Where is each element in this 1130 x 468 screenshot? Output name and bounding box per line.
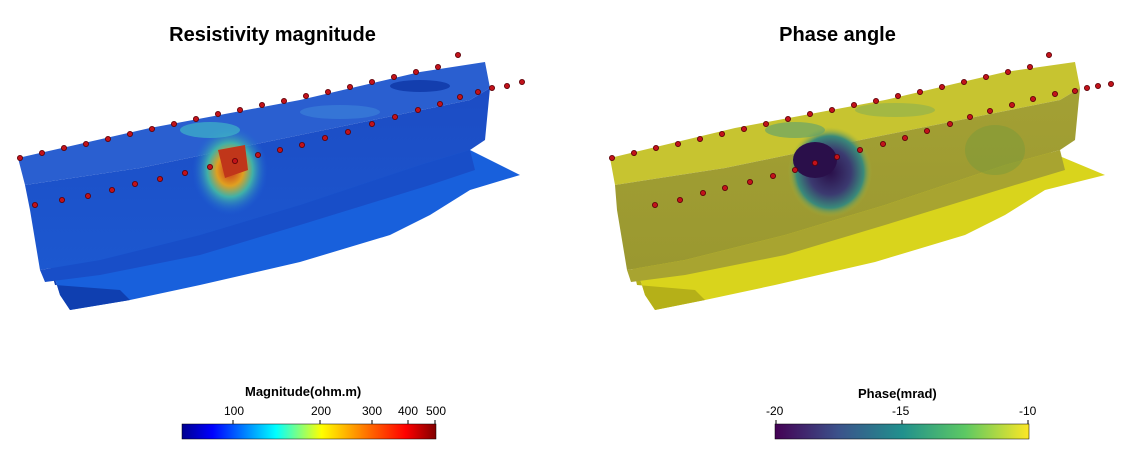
resistivity-tick-100: 100 bbox=[224, 404, 245, 418]
top-surface bbox=[18, 62, 490, 185]
phase-colorbar-title: Phase(mrad) bbox=[858, 386, 937, 401]
phase-title: Phase angle bbox=[779, 24, 896, 46]
resistivity-tick-200: 200 bbox=[311, 404, 332, 418]
electrodes-front bbox=[652, 81, 1115, 208]
phase-colorbar bbox=[774, 420, 1030, 440]
phase-panel: Phase angle bbox=[565, 0, 1130, 468]
resistivity-tick-300: 300 bbox=[362, 404, 383, 418]
resistivity-title: Resistivity magnitude bbox=[169, 24, 376, 46]
phase-tick-minus10: -10 bbox=[1019, 404, 1037, 418]
resistivity-tick-400: 400 bbox=[398, 404, 419, 418]
resistivity-panel: Resistivity magnitude bbox=[16, 24, 526, 440]
top-surface bbox=[610, 62, 1080, 185]
phase-3d-render bbox=[609, 52, 1115, 310]
resistivity-tick-500: 500 bbox=[426, 404, 447, 418]
phase-tick-minus15: -15 bbox=[892, 404, 910, 418]
resistivity-colorbar-title: Magnitude(ohm.m) bbox=[245, 384, 362, 399]
phase-tick-minus20: -20 bbox=[766, 404, 784, 418]
electrodes-front bbox=[32, 79, 526, 208]
electrodes-top bbox=[609, 52, 1052, 161]
electrodes-top bbox=[16, 52, 461, 161]
resistivity-3d-render bbox=[16, 52, 526, 310]
resistivity-colorbar bbox=[181, 420, 437, 440]
